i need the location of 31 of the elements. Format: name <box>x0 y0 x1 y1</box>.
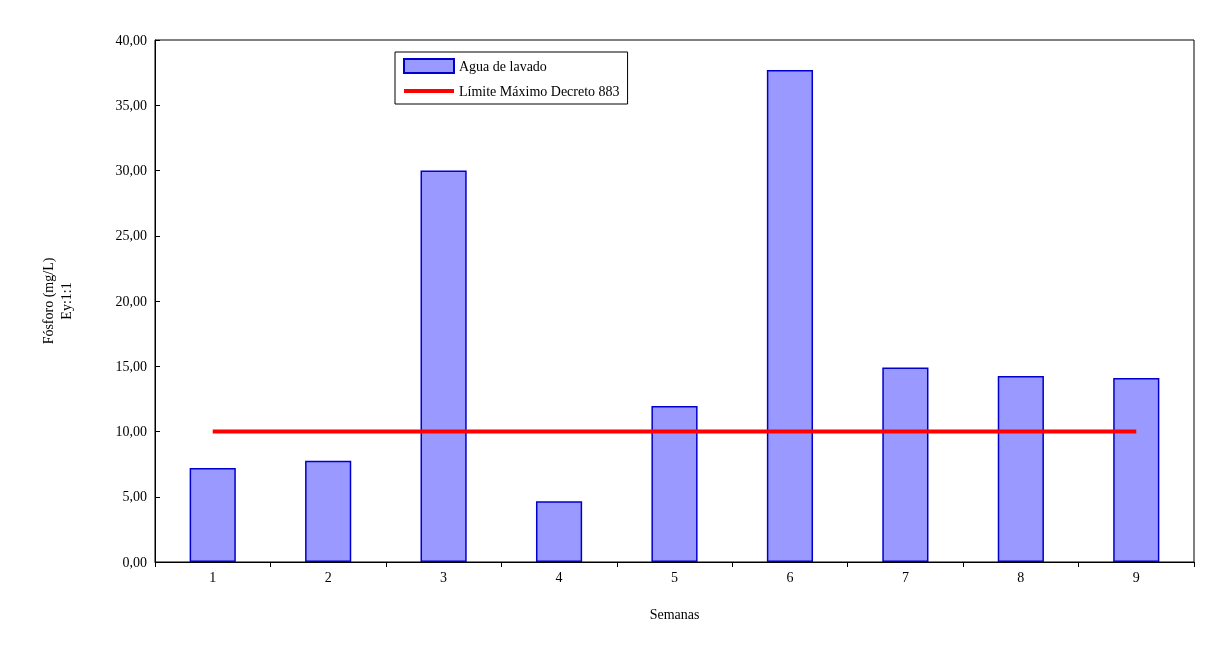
bar <box>997 376 1044 562</box>
x-tick-label: 7 <box>901 569 909 585</box>
y-tick-label: 10,00 <box>115 424 147 439</box>
y-tick-label: 5,00 <box>122 489 147 505</box>
y-tick-label: 15,00 <box>115 358 147 374</box>
bar <box>766 70 814 562</box>
x-tick-label: 4 <box>555 569 563 585</box>
bar <box>305 460 352 562</box>
bar <box>535 501 583 562</box>
y-tick-label: 20,00 <box>115 293 147 309</box>
bar <box>651 406 698 562</box>
x-tick-label: 3 <box>440 569 448 585</box>
y-tick-label: 40,00 <box>115 32 147 48</box>
y-tick-label: 0,00 <box>122 554 147 570</box>
x-tick-label: 6 <box>786 569 794 585</box>
x-tick-label: 5 <box>671 569 678 585</box>
x-tick-label: 9 <box>1132 569 1140 585</box>
legend-label: Agua de lavado <box>459 58 547 74</box>
bar <box>1113 378 1160 562</box>
y-tick-label: 25,00 <box>115 228 147 244</box>
y-axis-title: Fósforo (mg/L) Ey:1:1 <box>40 257 74 345</box>
bar <box>882 367 929 562</box>
y-tick-label: 30,00 <box>115 163 147 178</box>
y-tick-label: 35,00 <box>115 97 147 113</box>
bar <box>420 170 467 562</box>
x-tick-label: 2 <box>324 569 332 585</box>
x-tick-label: 8 <box>1017 569 1025 585</box>
x-axis-title: Semanas <box>649 606 700 622</box>
bar <box>189 468 236 562</box>
legend-label: Límite Máximo Decreto 883 <box>459 83 620 99</box>
x-tick-label: 1 <box>209 569 217 585</box>
